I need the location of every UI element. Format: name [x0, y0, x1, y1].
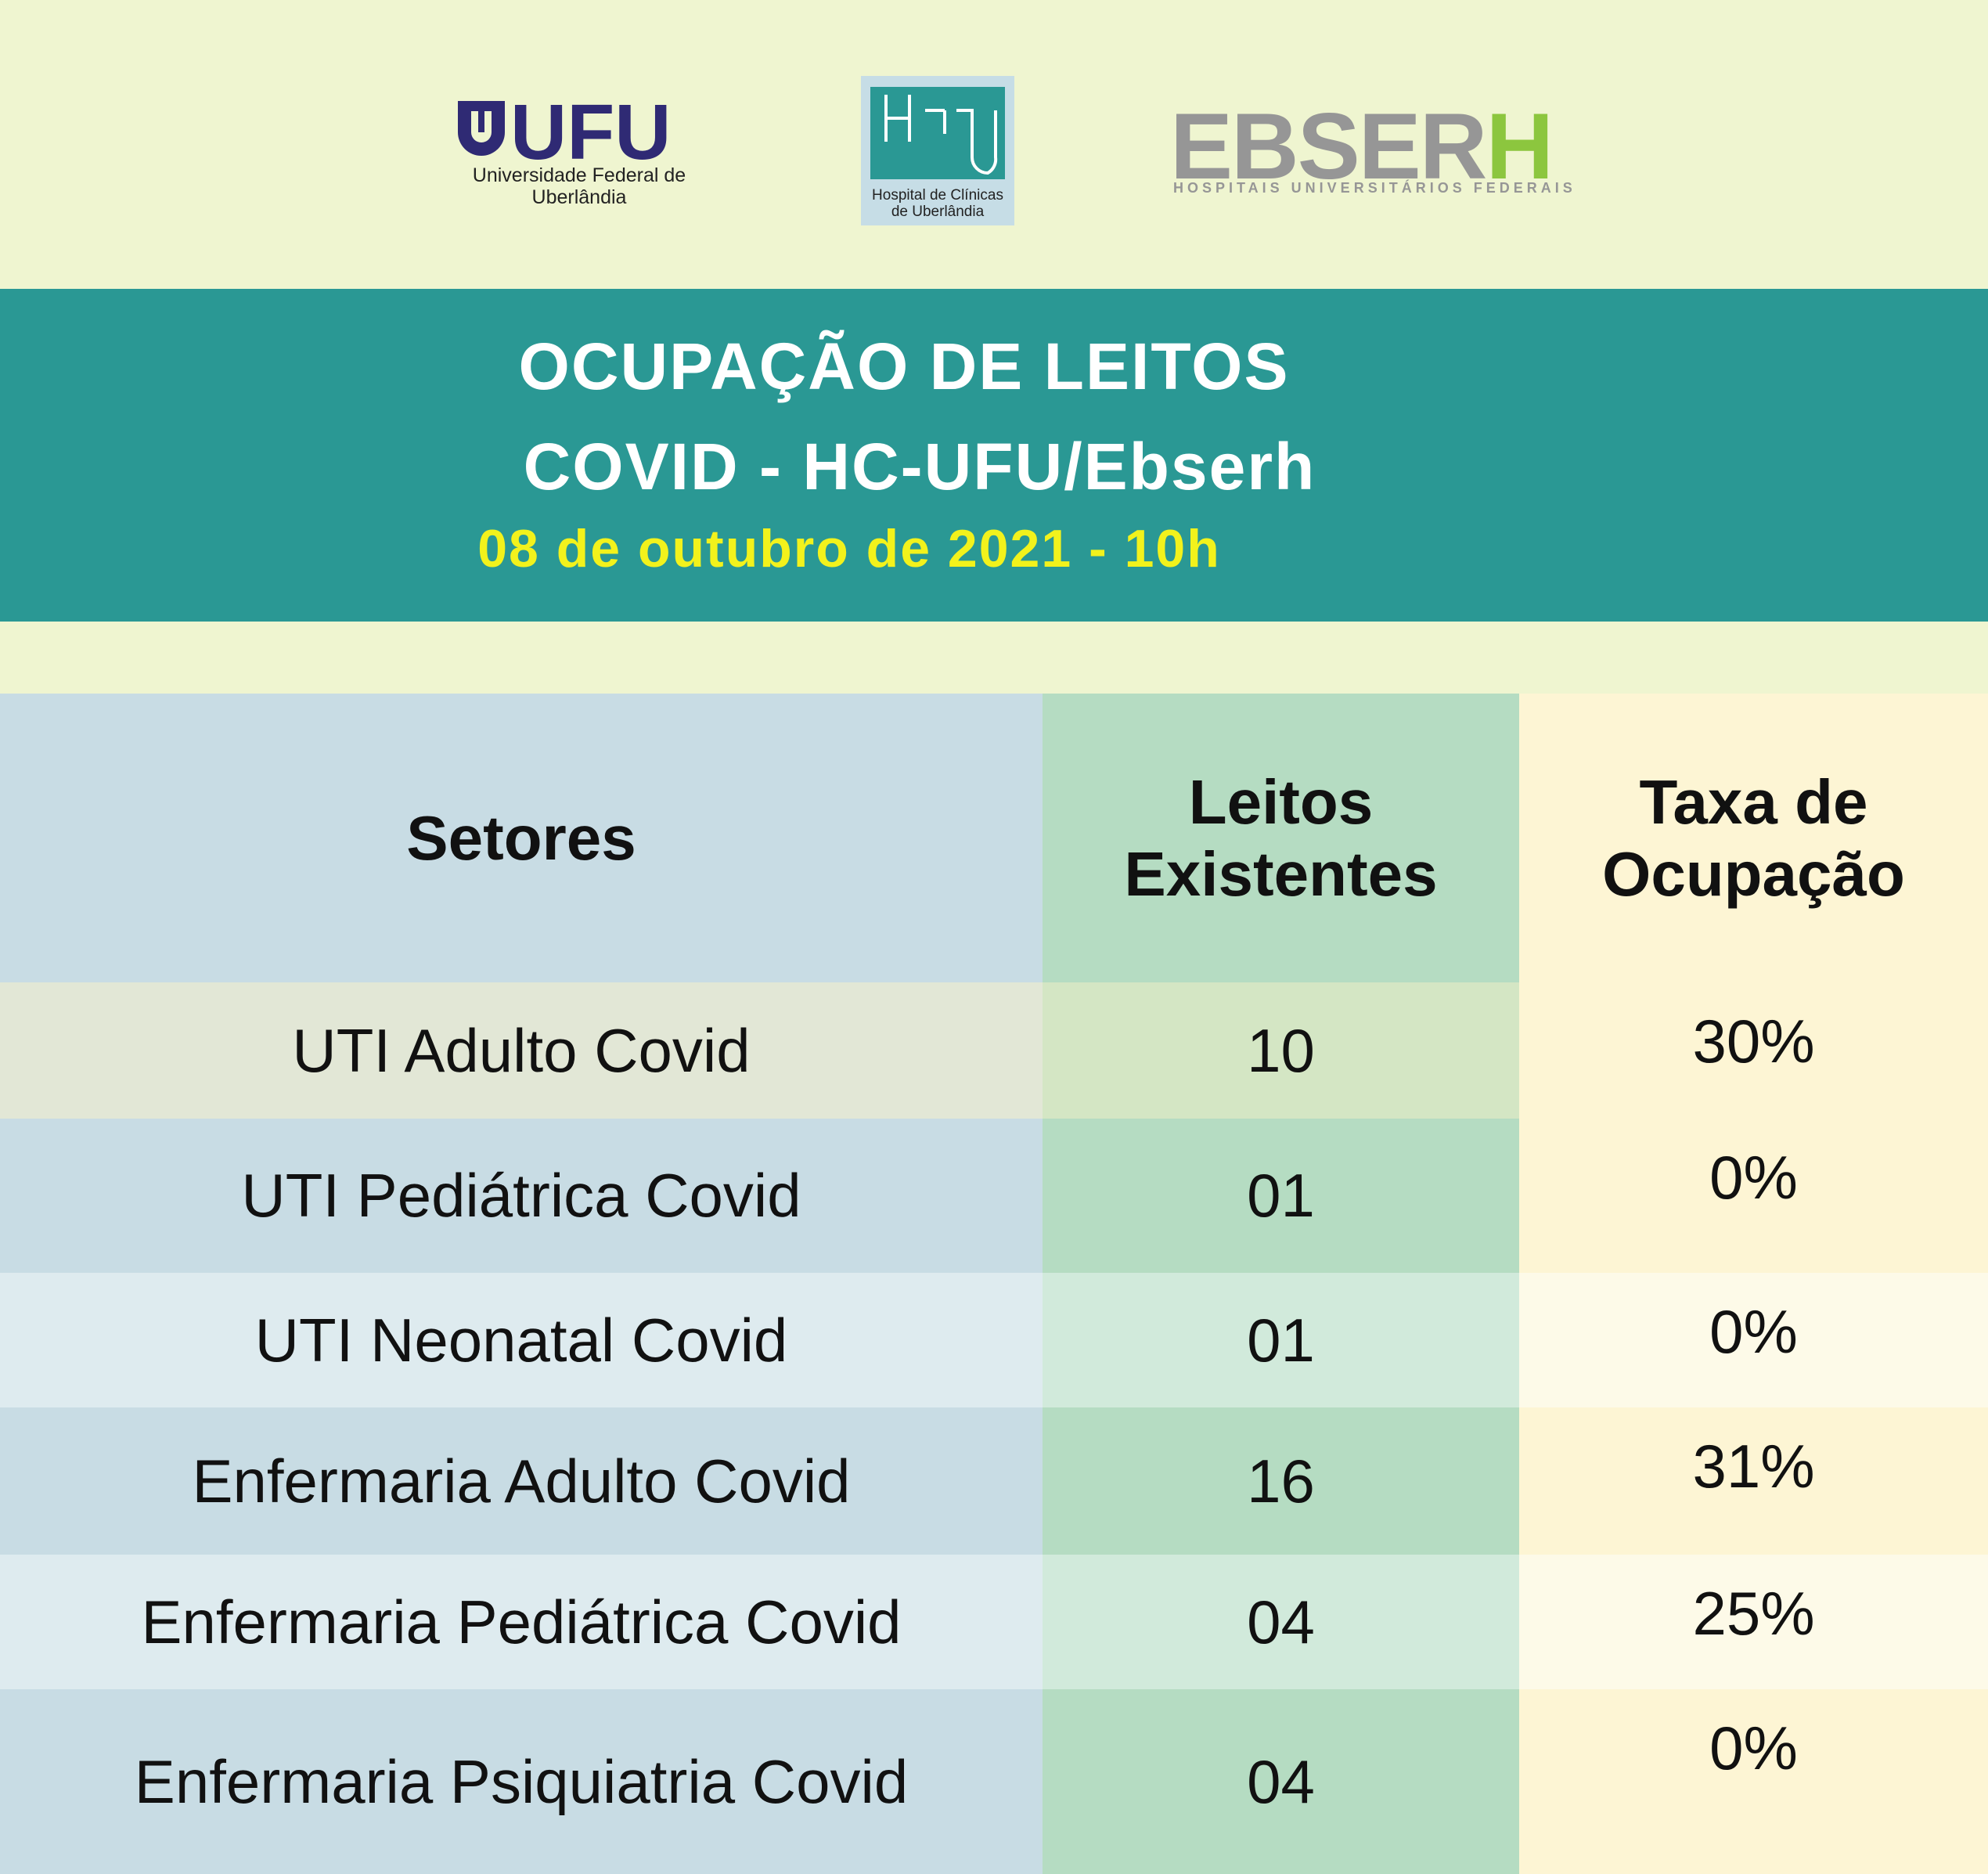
ufu-emblem — [458, 101, 505, 156]
title: OCUPAÇÃO DE LEITOS — [518, 330, 1290, 403]
beds: 01 — [1043, 1273, 1519, 1407]
ufu-logo: UFU Universidade Federal de Uberlândia — [454, 88, 704, 218]
sector: UTI Neonatal Covid — [0, 1273, 1043, 1407]
ebserh-subtitle: HOSPITAIS UNIVERSITÁRIOS FEDERAIS — [1173, 180, 1576, 196]
ufu-text: Uberlândia — [531, 186, 627, 208]
beds: 01 — [1043, 1119, 1519, 1273]
hc-mark — [884, 95, 998, 175]
occupancy: 31% — [1519, 1407, 1988, 1555]
beds: 16 — [1043, 1407, 1519, 1555]
occupancy: 25% — [1519, 1555, 1988, 1689]
column-header: Leitos Existentes — [1043, 694, 1519, 982]
occupancy: 30% — [1519, 982, 1988, 1119]
sector: UTI Pediátrica Covid — [0, 1119, 1043, 1273]
column-header: Taxa de Ocupação — [1519, 694, 1988, 982]
sector: Enfermaria Adulto Covid — [0, 1407, 1043, 1555]
occupancy: 0% — [1519, 1273, 1988, 1407]
hc-text: de Uberlândia — [891, 204, 985, 220]
sector: Enfermaria Pediátrica Covid — [0, 1555, 1043, 1689]
ebserh-logo: EBSERH HOSPITAIS UNIVERSITÁRIOS FEDERAIS — [1170, 92, 1572, 202]
ufu-text: Universidade Federal de — [472, 164, 686, 186]
occupancy: 0% — [1519, 1119, 1988, 1273]
hc-text: Hospital de Clínicas — [872, 187, 1003, 204]
ebserh-name: EBSERH — [1170, 92, 1554, 200]
ebserh-accent: H — [1486, 94, 1554, 199]
title-banner — [0, 289, 1988, 622]
occupancy: 0% — [1519, 1689, 1988, 1874]
date: 08 de outubro de 2021 - 10h — [477, 519, 1221, 578]
sector: Enfermaria Psiquiatria Covid — [0, 1689, 1043, 1874]
beds: 10 — [1043, 982, 1519, 1119]
hc-emblem — [870, 87, 1005, 179]
ufu-name: UFU — [510, 88, 672, 176]
column-header: Setores — [0, 694, 1043, 982]
ebserh-main: EBSER — [1170, 94, 1487, 199]
beds: 04 — [1043, 1689, 1519, 1874]
hc-logo: Hospital de Clínicas de Uberlândia — [861, 76, 1014, 225]
beds: 04 — [1043, 1555, 1519, 1689]
title: COVID - HC-UFU/Ebserh — [523, 430, 1316, 503]
sector: UTI Adulto Covid — [0, 982, 1043, 1119]
